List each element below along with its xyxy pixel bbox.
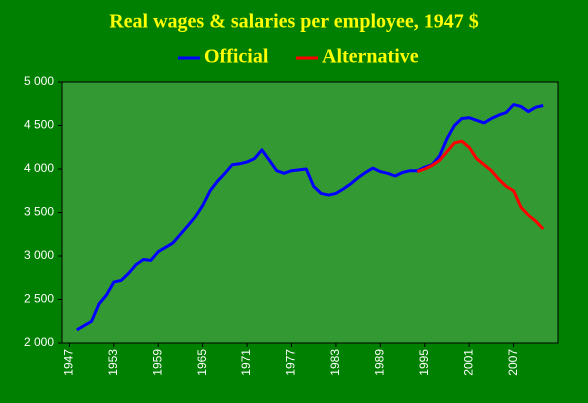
x-tick-label: 1989 bbox=[373, 349, 387, 376]
legend-label: Official bbox=[204, 46, 269, 68]
y-tick-label: 2 000 bbox=[24, 335, 54, 349]
chart-title: Real wages & salaries per employee, 1947… bbox=[109, 11, 479, 33]
y-tick-label: 5 000 bbox=[24, 74, 54, 88]
plot-area bbox=[61, 81, 559, 344]
legend-label: Alternative bbox=[322, 46, 419, 68]
x-tick-label: 1959 bbox=[150, 349, 164, 376]
series-line bbox=[76, 103, 544, 332]
x-tick-label: 1983 bbox=[328, 349, 342, 376]
y-tick-label: 3 500 bbox=[24, 205, 54, 219]
x-tick-label: 2007 bbox=[506, 349, 520, 376]
x-tick-label: 1971 bbox=[239, 349, 253, 376]
y-tick-label: 4 500 bbox=[24, 118, 54, 132]
series-line bbox=[416, 139, 545, 231]
x-tick-label: 1947 bbox=[62, 349, 76, 376]
x-tick-label: 2001 bbox=[461, 349, 475, 376]
y-tick-label: 3 000 bbox=[24, 248, 54, 262]
x-tick-label: 1995 bbox=[417, 349, 431, 376]
y-tick-label: 2 500 bbox=[24, 292, 54, 306]
x-tick-label: 1965 bbox=[195, 349, 209, 376]
x-tick-label: 1977 bbox=[284, 349, 298, 376]
x-tick-label: 1953 bbox=[106, 349, 120, 376]
y-tick-label: 4 000 bbox=[24, 161, 54, 175]
